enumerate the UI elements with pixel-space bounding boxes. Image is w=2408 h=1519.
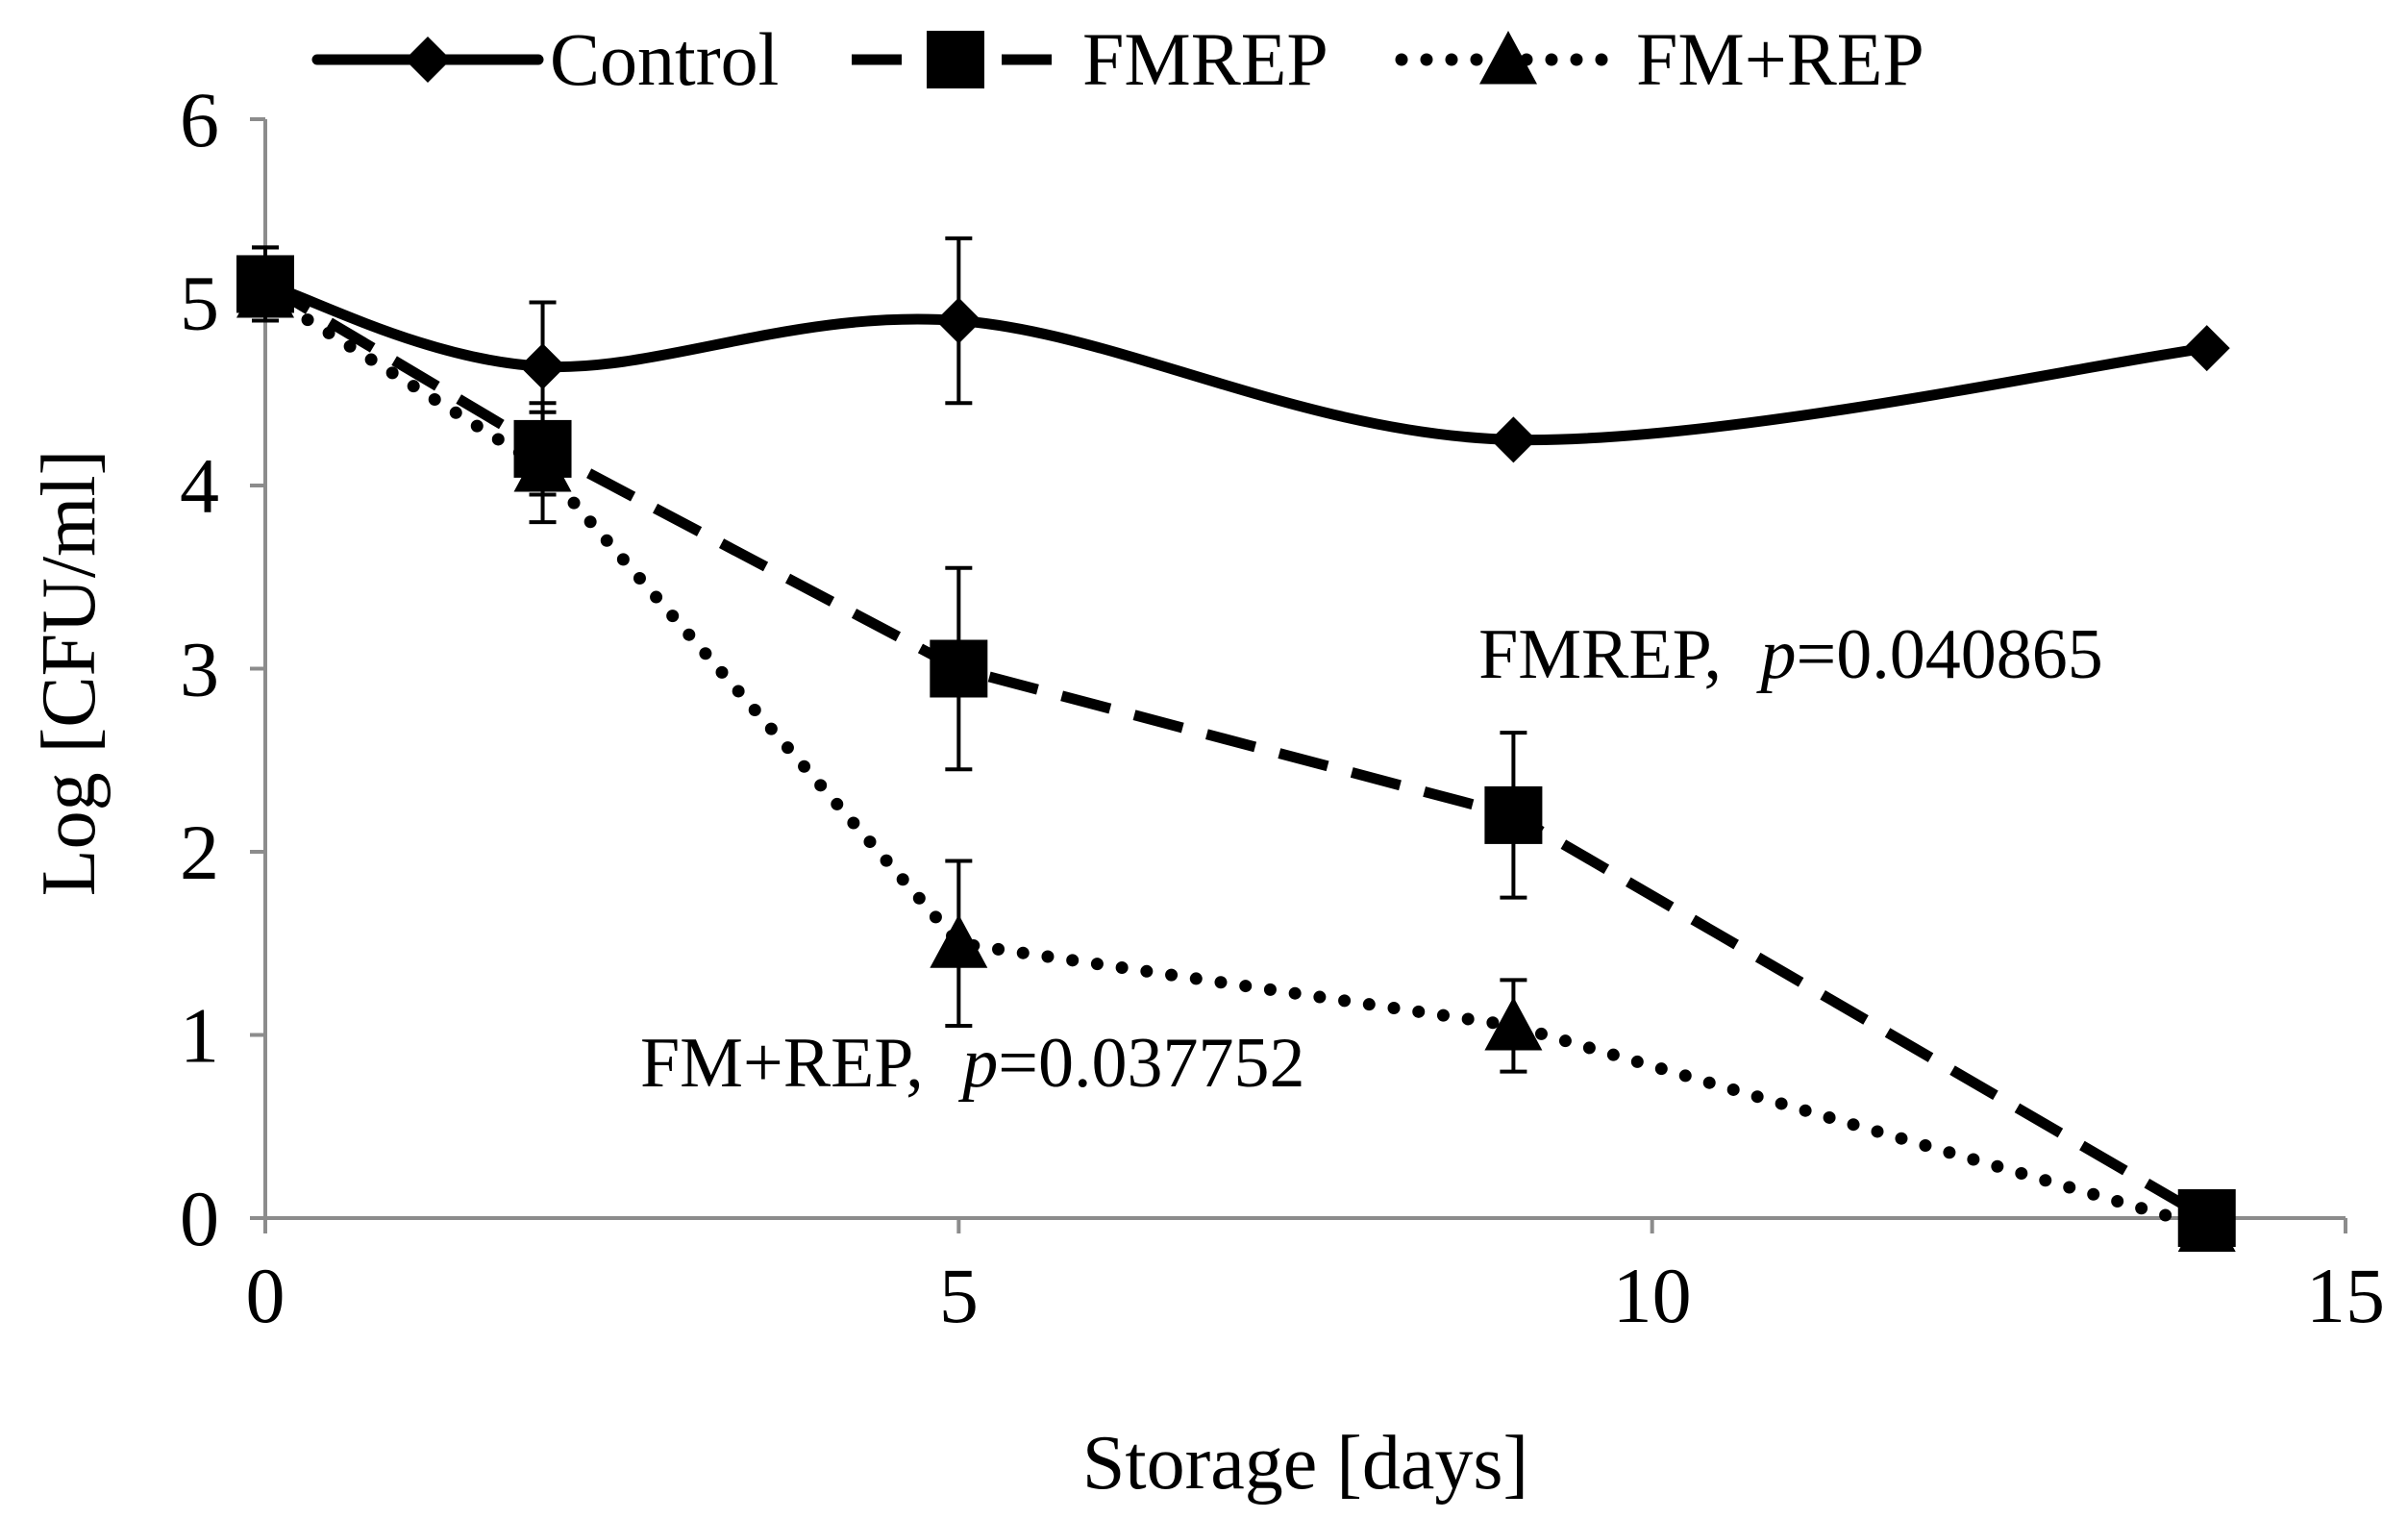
x-tick-label: 5: [939, 1252, 979, 1339]
data-point: [935, 297, 982, 344]
y-axis-title: Log [CFU/ml]: [27, 450, 112, 896]
y-tick-label: 0: [180, 1175, 219, 1262]
x-axis-title: Storage [days]: [1082, 1421, 1528, 1506]
data-point: [2183, 325, 2230, 372]
data-point: [930, 914, 988, 968]
axes: 0 1 2 3 4 5 6 0 5 10 15: [180, 76, 2385, 1339]
series-layer: [236, 236, 2236, 1253]
data-point: [1484, 785, 1543, 844]
legend-label: FMREP: [1082, 17, 1328, 101]
x-tick-label: 10: [1613, 1252, 1692, 1339]
legend-item-fm-rep: FM+REP: [1395, 17, 1924, 101]
legend-item-fmrep: FMREP: [852, 17, 1328, 101]
data-point: [242, 261, 288, 308]
legend-marker: [405, 37, 451, 83]
y-tick-label: 4: [180, 442, 219, 530]
x-tick-label: 0: [246, 1252, 285, 1339]
series-line: [260, 278, 2213, 446]
annotations: FMREP, p=0.040865 FM+REP, p=0.037752: [640, 615, 2103, 1103]
data-point: [519, 343, 566, 390]
data-point: [930, 639, 988, 698]
data-point: [1484, 996, 1543, 1051]
annotation-fmrep: FMREP, p=0.040865: [1478, 615, 2103, 694]
y-tick-label: 6: [180, 76, 219, 163]
legend-label: Control: [550, 17, 779, 101]
x-tick-label: 15: [2306, 1252, 2385, 1339]
y-tick-label: 2: [180, 809, 219, 896]
data-point: [2177, 1189, 2236, 1247]
legend: Control FMREP FM+REP: [311, 17, 1924, 101]
y-tick-label: 3: [180, 626, 219, 713]
data-point: [1490, 416, 1537, 463]
legend-label: FM+REP: [1636, 17, 1924, 101]
y-tick-label: 1: [180, 992, 219, 1080]
series-fm-rep: [236, 263, 2236, 1253]
series-control: [242, 236, 2230, 463]
legend-marker: [927, 31, 984, 88]
legend-marker: [1479, 31, 1537, 85]
legend-item-control: Control: [311, 17, 779, 101]
annotation-fm-rep: FM+REP, p=0.037752: [640, 1024, 1304, 1103]
y-tick-label: 5: [180, 260, 219, 347]
